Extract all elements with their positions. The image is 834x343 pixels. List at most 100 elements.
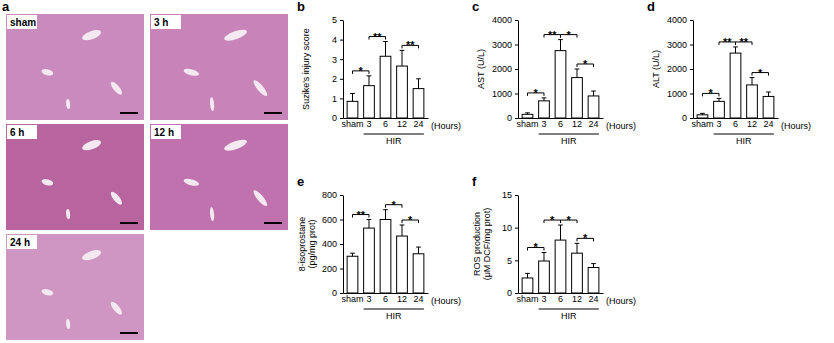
vessel (223, 137, 248, 153)
significance-label: * (408, 214, 413, 226)
tick: 1000 (492, 89, 518, 99)
tick-label: 3000 (667, 40, 687, 50)
tick-mark (340, 20, 343, 21)
panel-label: a (2, 0, 10, 14)
y-axis-title-line: ROS production (472, 212, 482, 276)
y-axis-title-line: 8-isoprostane (297, 217, 307, 272)
bar (555, 240, 566, 293)
error-cap (350, 253, 355, 254)
vessel (109, 190, 124, 206)
panel-label: d (647, 0, 655, 14)
micrograph-field (6, 234, 144, 340)
group-label: HIR (736, 136, 752, 146)
group-label: HIR (386, 311, 402, 321)
tick: 24 (414, 293, 424, 304)
significance-label: ** (723, 36, 732, 48)
tick: 6 (733, 118, 738, 129)
tick-label: 0 (682, 113, 687, 123)
vessel (81, 248, 103, 262)
bar (747, 85, 758, 118)
tick-mark (340, 269, 343, 270)
tick-mark (340, 59, 343, 60)
tick-mark (690, 69, 693, 70)
bar (522, 278, 533, 293)
error-cap (525, 112, 530, 113)
error-bar (593, 264, 594, 268)
group-label: HIR (386, 136, 402, 146)
tick: 3 (366, 293, 371, 304)
tick-mark (340, 244, 343, 245)
tick: 24 (589, 118, 599, 129)
error-cap (367, 219, 372, 220)
error-cap (733, 46, 738, 47)
error-cap (717, 98, 722, 99)
tick: 6 (383, 118, 388, 129)
micrograph-label: sham (10, 17, 36, 28)
tick: 2000 (667, 64, 693, 74)
x-axis: sham361224 (516, 293, 603, 304)
vessel (183, 67, 200, 77)
error-cap (542, 252, 547, 253)
micrograph-field (6, 124, 144, 230)
vessel (81, 138, 103, 152)
tick-label: 200 (322, 264, 337, 274)
significance-label: ** (406, 39, 415, 51)
tick-label: 24 (589, 119, 599, 129)
error-bar (577, 69, 578, 78)
x-axis: sham361224 (516, 118, 603, 129)
tick: 3 (541, 118, 546, 129)
bar (413, 254, 424, 293)
vessel (209, 97, 214, 111)
tick: 3000 (667, 40, 693, 50)
panel-label: f (472, 174, 477, 189)
x-axis-title: (Hours) (606, 296, 636, 306)
group-line (364, 134, 424, 135)
tick-label: 12 (397, 119, 407, 129)
significance-label: ** (373, 31, 382, 43)
bar (347, 256, 358, 293)
bar (380, 220, 391, 294)
tick: 12 (397, 118, 407, 129)
micrograph-label: 24 h (10, 237, 30, 248)
tick-label: 3 (541, 294, 546, 304)
vessel (109, 300, 124, 316)
tick-mark (515, 20, 518, 21)
tick-label: 12 (397, 294, 407, 304)
bar (588, 96, 599, 118)
tick-label: 6 (558, 294, 563, 304)
error-cap (367, 75, 372, 76)
tick-label: 3 (366, 119, 371, 129)
micrograph-field (150, 14, 288, 120)
micrograph: 12 h (150, 124, 288, 230)
tick-label: 24 (589, 294, 599, 304)
tick-label: 4000 (667, 15, 687, 25)
x-axis-title: (Hours) (606, 121, 636, 131)
y-axis-title-line: (μM DCF/mg prot) (482, 208, 492, 281)
tick: 3 (366, 118, 371, 129)
y-axis: 0200400600800 (322, 190, 344, 298)
tick-label: 6 (733, 119, 738, 129)
micrograph: sham (6, 14, 144, 120)
tick-label: 0 (507, 113, 512, 123)
group-line (364, 309, 424, 310)
error-cap (700, 113, 705, 114)
error-bar (368, 220, 369, 229)
chart-panel: fROS production(μM DCF/mg prot)051015sha… (472, 174, 636, 321)
tick-label: 1 (332, 94, 337, 104)
y-axis-title-line: AST (U/L) (476, 49, 486, 89)
tick: 600 (322, 215, 343, 225)
tick: 3 (716, 118, 721, 129)
plot-area (522, 40, 599, 118)
error-bar (402, 225, 403, 236)
bar (539, 261, 550, 293)
tick: 5 (332, 15, 343, 25)
error-bar (418, 79, 419, 89)
tick-label: sham (341, 119, 363, 129)
scale-bar (120, 222, 138, 224)
tick-label: 6 (558, 119, 563, 129)
bar (572, 78, 583, 118)
tick-mark (340, 220, 343, 221)
error-bar (560, 225, 561, 240)
significance-label: ** (548, 29, 557, 41)
tick-label: 4000 (492, 15, 512, 25)
